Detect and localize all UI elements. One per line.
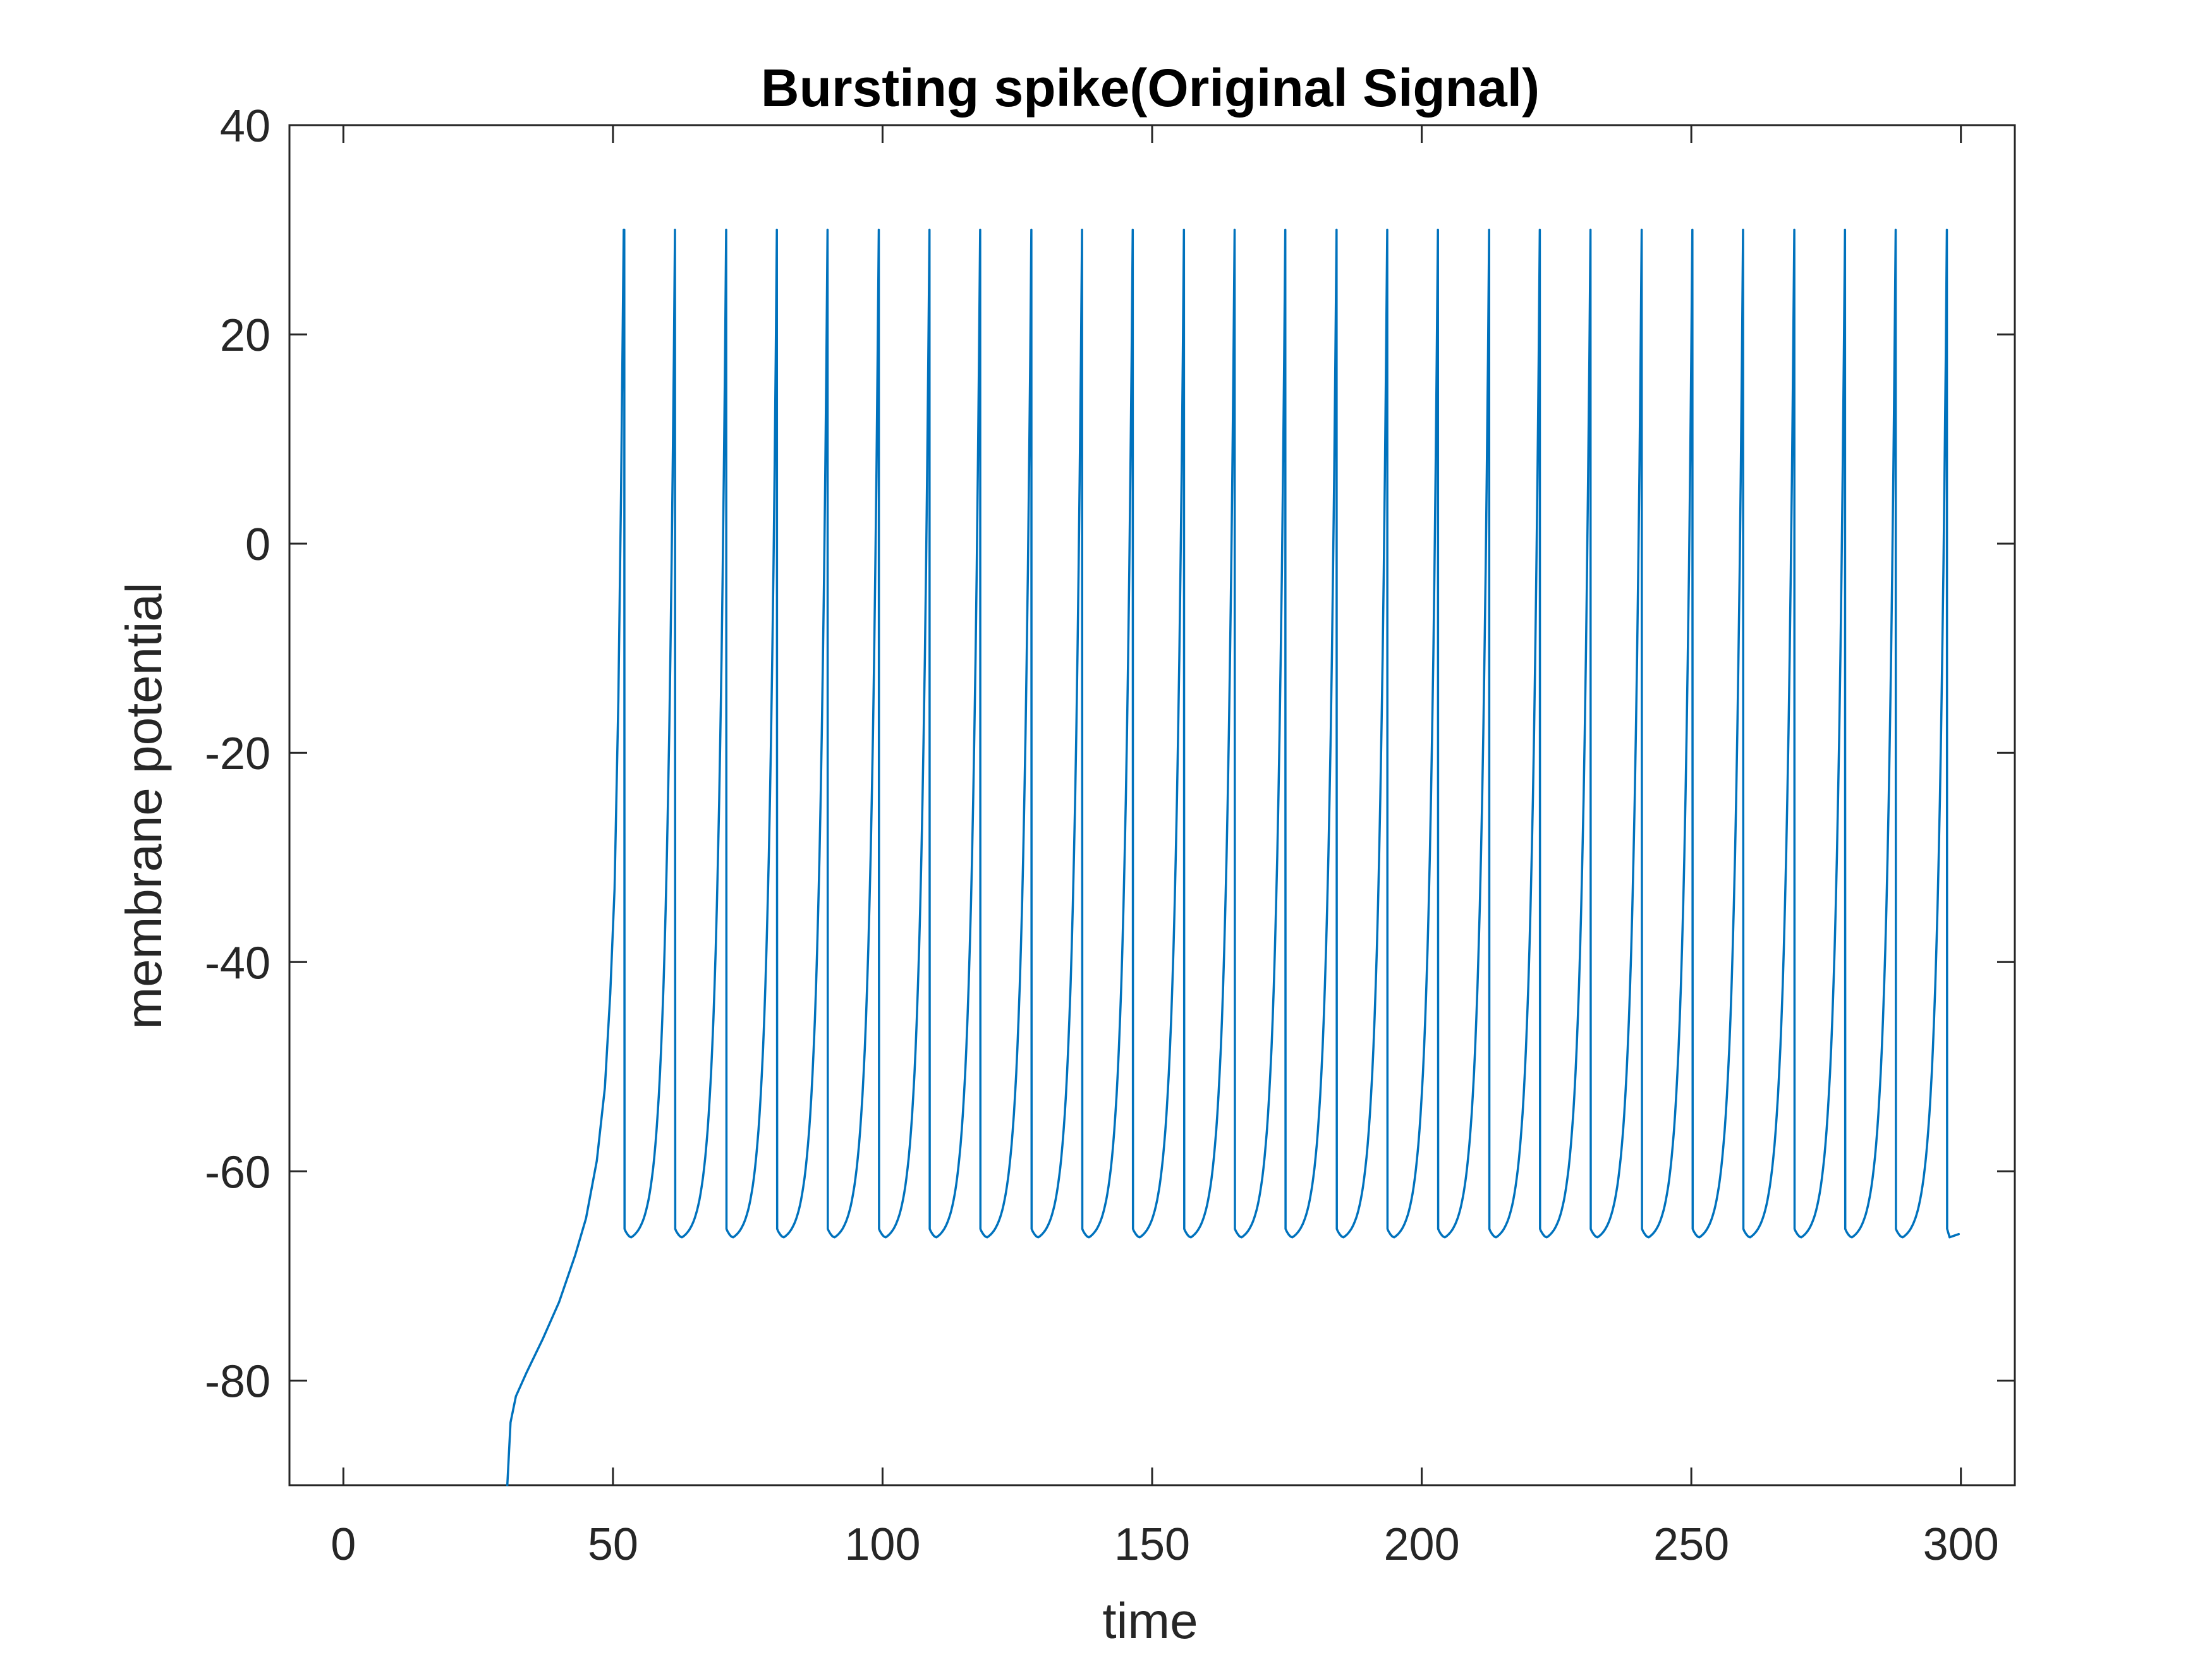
- tick-labels: 0 50 100 150 200 250 300 -80 -60 -40 -20 0 20 40: [205, 101, 1999, 1570]
- y-tick-label: 0: [245, 520, 270, 570]
- y-tick-label: 40: [220, 101, 270, 152]
- x-tick-label: 0: [331, 1519, 356, 1570]
- x-tick-label: 300: [1923, 1519, 1999, 1570]
- x-tick-label: 50: [588, 1519, 638, 1570]
- series-group: [506, 228, 1960, 1486]
- y-tick-label: -20: [205, 729, 270, 779]
- y-tick-label: -80: [205, 1356, 270, 1407]
- x-tick-label: 200: [1383, 1519, 1459, 1570]
- plot-area: [288, 124, 2016, 1486]
- y-tick-label: -40: [205, 938, 270, 988]
- y-tick-label: 20: [220, 310, 270, 361]
- x-tick-label: 100: [844, 1519, 920, 1570]
- series-line-membrane-potential: [506, 228, 1960, 1486]
- chart-title: Bursting spike(Original Signal): [761, 58, 1540, 118]
- x-tick-label: 250: [1653, 1519, 1729, 1570]
- y-axis-label: membrane potential: [116, 582, 172, 1029]
- y-tick-label: -60: [205, 1147, 270, 1198]
- x-tick-label: 150: [1114, 1519, 1190, 1570]
- x-axis-label: time: [1102, 1593, 1198, 1649]
- axis-ticks: [289, 124, 2015, 1485]
